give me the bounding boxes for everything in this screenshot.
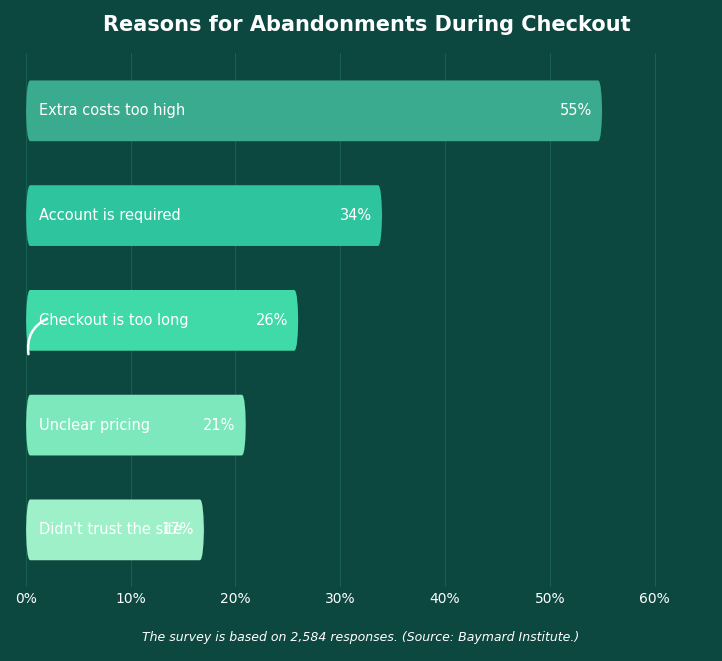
- Text: 17%: 17%: [161, 522, 193, 537]
- Text: 21%: 21%: [203, 418, 235, 432]
- Text: Account is required: Account is required: [38, 208, 180, 223]
- Text: Unclear pricing: Unclear pricing: [38, 418, 149, 432]
- Text: The survey is based on 2,584 responses. (Source: Baymard Institute.): The survey is based on 2,584 responses. …: [142, 631, 580, 644]
- Text: 26%: 26%: [256, 313, 288, 328]
- FancyBboxPatch shape: [26, 185, 382, 246]
- FancyBboxPatch shape: [26, 395, 246, 455]
- FancyBboxPatch shape: [26, 81, 602, 141]
- Text: Extra costs too high: Extra costs too high: [38, 103, 185, 118]
- Title: Reasons for Abandonments During Checkout: Reasons for Abandonments During Checkout: [103, 15, 630, 35]
- Text: 55%: 55%: [560, 103, 592, 118]
- Text: Didn't trust the site: Didn't trust the site: [38, 522, 182, 537]
- Text: 34%: 34%: [339, 208, 372, 223]
- FancyBboxPatch shape: [26, 290, 298, 351]
- Text: Checkout is too long: Checkout is too long: [38, 313, 188, 328]
- FancyBboxPatch shape: [26, 500, 204, 561]
